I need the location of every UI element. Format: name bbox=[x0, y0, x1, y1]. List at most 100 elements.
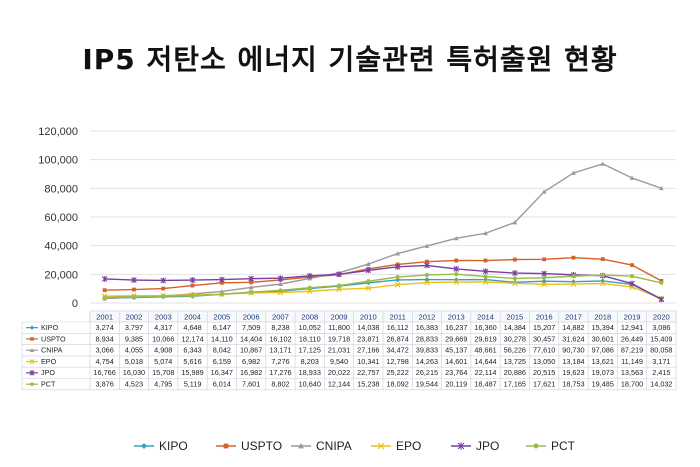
x-tick-label: 2001 bbox=[96, 312, 113, 321]
table-cell-value: 15,409 bbox=[650, 334, 672, 343]
data-point bbox=[512, 270, 518, 276]
table-cell-value: 26,215 bbox=[416, 368, 438, 377]
table-cell-value: 20,515 bbox=[533, 368, 555, 377]
table-cell-value: 17,165 bbox=[504, 380, 526, 389]
data-point bbox=[337, 283, 342, 288]
table-legend-marker bbox=[30, 337, 34, 341]
data-point bbox=[219, 280, 224, 285]
table-cell-value: 17,276 bbox=[269, 368, 291, 377]
data-point bbox=[160, 277, 167, 284]
table-cell-value: 10,867 bbox=[240, 346, 262, 355]
legend-marker bbox=[457, 442, 465, 450]
table-cell-value: 18,092 bbox=[386, 380, 408, 389]
table-cell-value: 30,278 bbox=[504, 334, 526, 343]
table-cell-value: 28,833 bbox=[416, 334, 438, 343]
series-line bbox=[104, 264, 662, 301]
table-cell-value: 19,718 bbox=[328, 334, 350, 343]
chart-title: IP5 저탄소 에너지 기술관련 특허출원 현황 bbox=[82, 43, 618, 76]
data-point bbox=[424, 279, 430, 286]
data-point bbox=[395, 251, 401, 256]
y-tick-label: 80,000 bbox=[44, 183, 78, 195]
x-tick-label: 2010 bbox=[360, 312, 377, 321]
table-cell-value: 48,661 bbox=[474, 346, 496, 355]
table-cell-value: 9,385 bbox=[125, 334, 143, 343]
data-point bbox=[190, 293, 195, 298]
table-cell-value: 12,144 bbox=[328, 380, 350, 389]
table-cell-value: 19,073 bbox=[592, 368, 614, 377]
table-cell-value: 22,114 bbox=[475, 368, 497, 377]
data-point bbox=[249, 280, 254, 285]
table-cell-value: 18,933 bbox=[299, 368, 321, 377]
data-point bbox=[278, 288, 283, 293]
series-line bbox=[104, 256, 662, 291]
table-cell-value: 6,343 bbox=[183, 346, 201, 355]
table-cell-value: 6,147 bbox=[213, 323, 231, 332]
table-cell-value: 8,802 bbox=[271, 380, 289, 389]
x-tick-label: 2016 bbox=[536, 312, 553, 321]
series-line bbox=[104, 163, 662, 300]
data-point bbox=[542, 275, 547, 280]
table-cell-value: 6,014 bbox=[213, 380, 231, 389]
table-row-label: KIPO bbox=[41, 323, 59, 332]
table-cell-value: 11,800 bbox=[328, 323, 350, 332]
table-cell-value: 16,383 bbox=[416, 323, 438, 332]
table-cell-value: 26,449 bbox=[621, 334, 643, 343]
table-cell-value: 8,203 bbox=[301, 357, 319, 366]
data-point bbox=[366, 279, 371, 284]
table-cell-value: 22,757 bbox=[357, 368, 379, 377]
x-tick-label: 2015 bbox=[506, 312, 523, 321]
data-point bbox=[629, 175, 635, 180]
table-cell-value: 29,619 bbox=[474, 334, 496, 343]
table-cell-value: 23,871 bbox=[357, 334, 379, 343]
table-cell-value: 5,616 bbox=[183, 357, 201, 366]
table-row-label: JPO bbox=[41, 368, 55, 377]
table-cell-value: 5,018 bbox=[125, 357, 143, 366]
data-point bbox=[630, 263, 634, 268]
x-tick-label: 2011 bbox=[389, 312, 405, 321]
table-cell-value: 4,908 bbox=[154, 346, 172, 355]
data-point bbox=[483, 274, 488, 279]
table-cell-value: 6,982 bbox=[242, 357, 260, 366]
x-tick-label: 2020 bbox=[653, 312, 670, 321]
data-point bbox=[453, 279, 460, 285]
data-point bbox=[599, 280, 606, 287]
table-cell-value: 26,874 bbox=[386, 334, 408, 343]
x-tick-label: 2018 bbox=[594, 312, 611, 321]
table-cell-value: 20,886 bbox=[504, 368, 526, 377]
data-point bbox=[248, 285, 254, 290]
x-tick-label: 2003 bbox=[155, 312, 172, 321]
table-cell-value: 10,052 bbox=[299, 323, 321, 332]
table-cell-value: 4,648 bbox=[183, 323, 201, 332]
x-tick-label: 2019 bbox=[624, 312, 641, 321]
data-point bbox=[630, 274, 635, 279]
table-cell-value: 3,086 bbox=[652, 323, 670, 332]
data-point bbox=[512, 280, 518, 287]
table-cell-value: 14,384 bbox=[504, 323, 526, 332]
table-cell-value: 19,485 bbox=[592, 380, 614, 389]
data-point bbox=[248, 275, 254, 282]
data-point bbox=[600, 273, 605, 278]
table-row-label: USPTO bbox=[41, 334, 66, 343]
data-point bbox=[541, 270, 547, 277]
table-cell-value: 7,601 bbox=[242, 380, 260, 389]
data-point bbox=[365, 261, 371, 266]
table-cell-value: 23,764 bbox=[445, 368, 467, 377]
table-cell-value: 15,708 bbox=[152, 368, 174, 377]
table-cell-value: 19,544 bbox=[416, 380, 438, 389]
data-point bbox=[102, 288, 107, 293]
table-cell-value: 7,276 bbox=[271, 357, 289, 366]
table-cell-value: 2,415 bbox=[652, 368, 670, 377]
data-point bbox=[395, 275, 400, 280]
table-cell-value: 29,669 bbox=[445, 334, 467, 343]
legend-marker bbox=[533, 443, 539, 449]
table-cell-value: 14,644 bbox=[474, 357, 496, 366]
data-point bbox=[600, 257, 605, 262]
table-cell-value: 12,941 bbox=[621, 323, 643, 332]
x-tick-label: 2002 bbox=[125, 312, 142, 321]
table-cell-value: 16,347 bbox=[211, 368, 233, 377]
table-cell-value: 10,066 bbox=[152, 334, 174, 343]
table-cell-value: 80,058 bbox=[650, 346, 672, 355]
data-point bbox=[541, 281, 547, 288]
table-cell-value: 7,509 bbox=[242, 323, 260, 332]
table-cell-value: 15,989 bbox=[181, 368, 203, 377]
